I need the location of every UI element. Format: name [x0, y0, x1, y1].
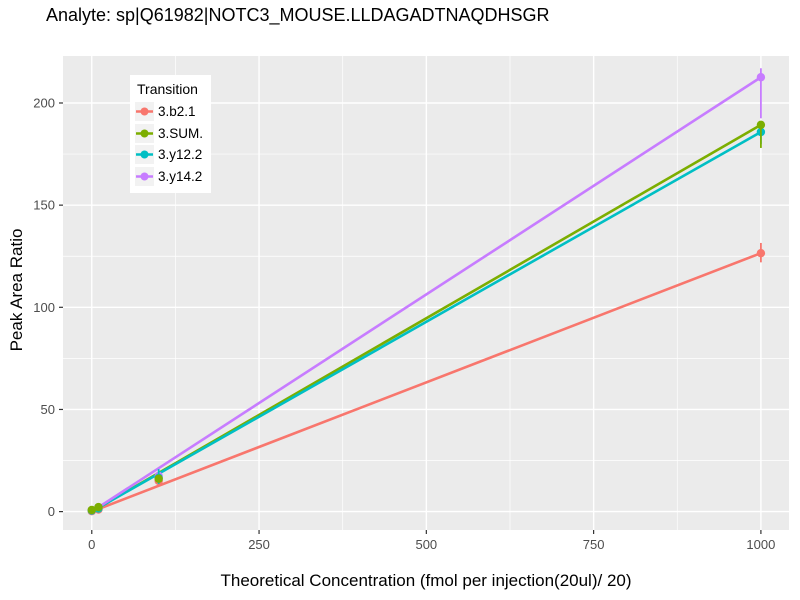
legend-key-icon — [135, 123, 154, 143]
data-point-3.SUM. — [154, 474, 163, 483]
series-line-3.b2.1 — [90, 251, 763, 513]
legend-item-label: 3.SUM. — [158, 125, 204, 141]
y-tick-label: 200 — [33, 95, 55, 110]
legend-item-label: 3.y12.2 — [158, 147, 203, 163]
data-point-3.SUM. — [756, 120, 766, 130]
y-axis-title: Peak Area Ratio — [7, 228, 26, 352]
legend-item: 3.y12.2 — [135, 144, 203, 166]
data-point-3.SUM. — [94, 502, 103, 512]
y-tick-label: 100 — [33, 300, 55, 315]
x-tick-label: 1000 — [746, 537, 775, 552]
legend-key-icon — [135, 102, 154, 122]
legend-item: 3.y14.2 — [135, 166, 203, 188]
legend: Transition 3.b2.1 3.SUM. 3.y12.2 3.y14.2 — [130, 75, 212, 193]
legend-item-label: 3.y14.2 — [158, 168, 203, 184]
legend-key-icon — [135, 166, 154, 186]
series-line-3.y12.2 — [90, 130, 763, 513]
y-tick-label: 50 — [41, 402, 55, 417]
legend-title: Transition — [137, 81, 198, 97]
plot-title: Analyte: sp|Q61982|NOTC3_MOUSE.LLDAGADTN… — [46, 5, 550, 25]
legend-item-label: 3.b2.1 — [158, 104, 196, 120]
legend-items: 3.b2.1 3.SUM. 3.y12.2 3.y14.2 — [135, 101, 203, 187]
x-tick-label: 500 — [415, 537, 437, 552]
data-point-3.SUM. — [87, 505, 96, 515]
legend-key-icon — [135, 145, 154, 165]
x-tick-label: 0 — [88, 537, 95, 552]
data-point-3.y14.2 — [756, 73, 766, 82]
legend-item: 3.b2.1 — [135, 101, 203, 123]
series-line-3.y14.2 — [90, 75, 763, 513]
y-tick-label: 0 — [48, 504, 55, 519]
data-point-3.b2.1 — [756, 248, 766, 258]
x-tick-label: 750 — [583, 537, 605, 552]
legend-item: 3.SUM. — [135, 123, 203, 145]
y-tick-label: 150 — [33, 198, 55, 213]
x-axis-title: Theoretical Concentration (fmol per inje… — [220, 571, 632, 590]
x-tick-label: 250 — [248, 537, 270, 552]
